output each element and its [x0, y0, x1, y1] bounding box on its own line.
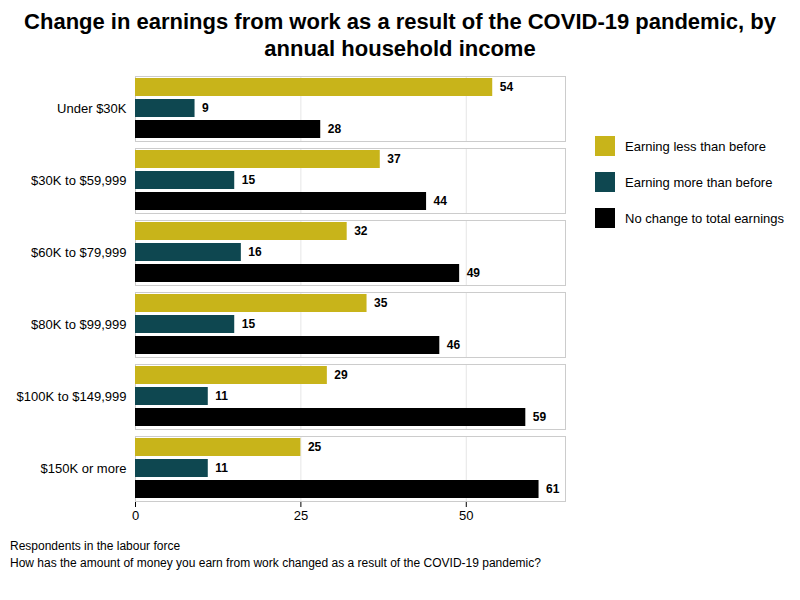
svg-text:46: 46	[447, 338, 461, 352]
svg-text:25: 25	[294, 508, 308, 523]
svg-text:50: 50	[459, 508, 473, 523]
html-text:How has the amount of money yo: How has the amount of money you earn fro…	[10, 556, 541, 570]
svg-text:59: 59	[533, 410, 547, 424]
html-text:Earning more than before: Earning more than before	[625, 174, 773, 190]
svg-text:16: 16	[248, 245, 262, 259]
svg-text:54: 54	[500, 80, 514, 94]
svg-text:28: 28	[328, 122, 342, 136]
svg-text:32: 32	[354, 224, 368, 238]
svg-text:11: 11	[215, 389, 228, 403]
svg-text:15: 15	[242, 317, 256, 331]
svg-text:35: 35	[374, 296, 388, 310]
svg-text:9: 9	[202, 101, 209, 115]
svg-text:61: 61	[546, 482, 560, 496]
svg-text:37: 37	[387, 152, 401, 166]
svg-text:$80K to $99,999: $80K to $99,999	[31, 317, 126, 332]
svg-text:44: 44	[434, 194, 448, 208]
html-text:No change to total earnings: No change to total earnings	[625, 210, 784, 226]
svg-text:49: 49	[467, 266, 481, 280]
svg-text:29: 29	[334, 368, 348, 382]
svg-text:Under $30K: Under $30K	[57, 101, 127, 116]
svg-text:0: 0	[132, 508, 139, 523]
html-text:Change in earnings from work a: Change in earnings from work as a result…	[24, 9, 776, 61]
svg-text:$100K to $149,999: $100K to $149,999	[17, 389, 127, 404]
html-text:Respondents in the labour forc: Respondents in the labour force	[10, 539, 181, 553]
svg-text:15: 15	[242, 173, 256, 187]
svg-text:25: 25	[308, 440, 322, 454]
html-text:Earning less than before: Earning less than before	[625, 138, 766, 154]
svg-text:$150K or more: $150K or more	[41, 461, 127, 476]
svg-text:11: 11	[215, 461, 228, 475]
svg-text:$30K to $59,999: $30K to $59,999	[31, 173, 126, 188]
svg-text:$60K to $79,999: $60K to $79,999	[31, 245, 126, 260]
